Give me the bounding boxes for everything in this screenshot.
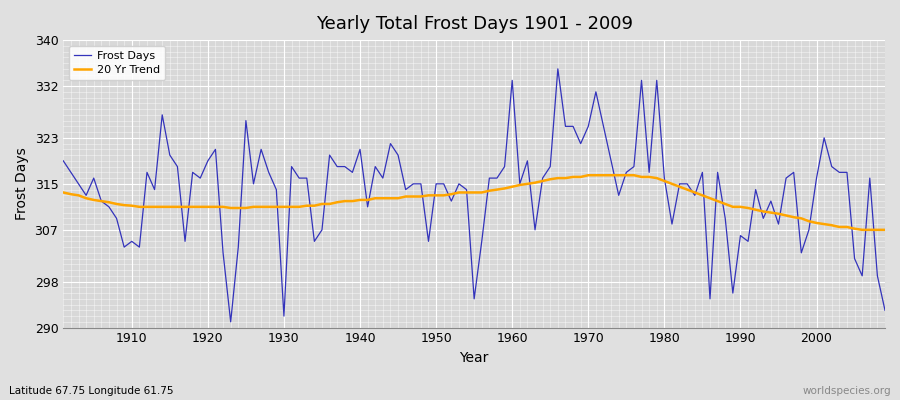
20 Yr Trend — [58, 190, 68, 195]
Title: Yearly Total Frost Days 1901 - 2009: Yearly Total Frost Days 1901 - 2009 — [316, 15, 633, 33]
Frost Days — [225, 320, 236, 324]
Text: worldspecies.org: worldspecies.org — [803, 386, 891, 396]
Line: Frost Days: Frost Days — [63, 69, 885, 322]
Frost Days — [613, 193, 624, 198]
Frost Days — [553, 66, 563, 71]
Text: Latitude 67.75 Longitude 61.75: Latitude 67.75 Longitude 61.75 — [9, 386, 174, 396]
Frost Days — [515, 182, 526, 186]
20 Yr Trend — [286, 204, 297, 209]
X-axis label: Year: Year — [460, 351, 489, 365]
Frost Days — [879, 308, 890, 313]
20 Yr Trend — [507, 184, 517, 189]
Frost Days — [339, 164, 350, 169]
20 Yr Trend — [332, 200, 343, 205]
20 Yr Trend — [606, 173, 616, 178]
Y-axis label: Frost Days: Frost Days — [15, 148, 29, 220]
Frost Days — [58, 158, 68, 163]
20 Yr Trend — [583, 173, 594, 178]
20 Yr Trend — [119, 203, 130, 208]
20 Yr Trend — [500, 186, 510, 191]
Legend: Frost Days, 20 Yr Trend: Frost Days, 20 Yr Trend — [68, 46, 166, 80]
20 Yr Trend — [857, 228, 868, 232]
Frost Days — [293, 176, 304, 180]
Line: 20 Yr Trend: 20 Yr Trend — [63, 175, 885, 230]
20 Yr Trend — [879, 228, 890, 232]
Frost Days — [507, 78, 517, 83]
Frost Days — [119, 245, 130, 250]
